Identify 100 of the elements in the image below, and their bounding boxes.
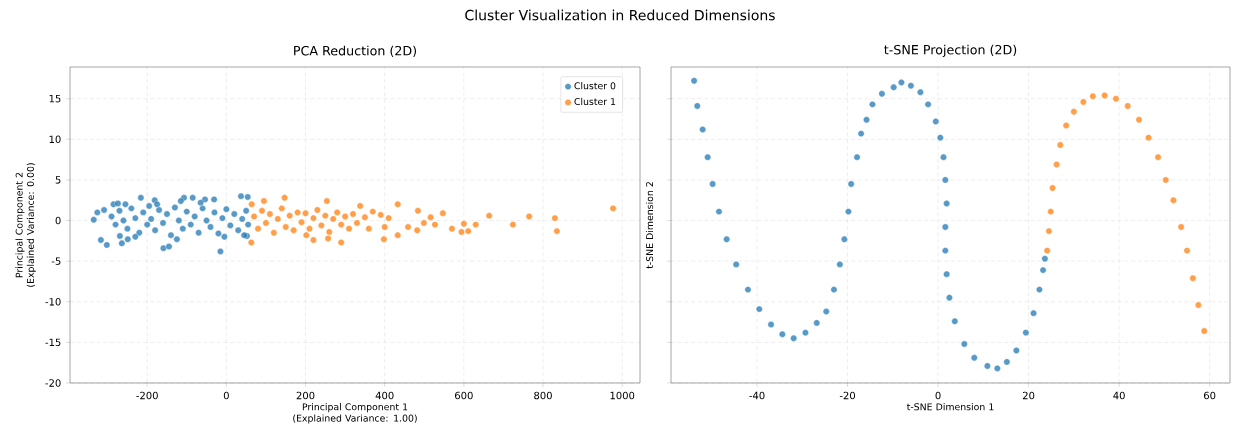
y-tick-label: -10 (45, 297, 61, 306)
point (847, 180, 855, 188)
x-tick-label: 60 (1203, 391, 1216, 400)
x-tick-label: 800 (534, 391, 552, 400)
point (840, 235, 848, 243)
point (941, 223, 949, 231)
point (1012, 347, 1020, 354)
point (945, 294, 953, 302)
x-tick-label: -20 (839, 391, 856, 400)
point (1045, 227, 1053, 235)
point (1112, 95, 1120, 103)
text: Cluster Visualization in Reduced Dimensions (465, 9, 775, 21)
x-tick-label: 0 (223, 391, 229, 400)
point (1036, 286, 1043, 293)
point (1003, 358, 1011, 366)
y-tick-label: -20 (45, 379, 61, 387)
point (690, 77, 698, 85)
point (993, 364, 1001, 372)
point (863, 116, 870, 124)
point (1056, 141, 1064, 149)
x-tick-label: 40 (1113, 391, 1125, 400)
y-tick-label: -15 (45, 338, 61, 347)
point (984, 362, 991, 370)
point (941, 247, 949, 254)
y-axis-title: Principal Component 2 (Explained Variance: 0.00) (15, 163, 36, 287)
point (813, 319, 821, 327)
point (704, 153, 712, 161)
point (943, 200, 951, 207)
point (1162, 176, 1170, 184)
point (1047, 208, 1055, 215)
point (755, 305, 763, 313)
point (924, 100, 932, 108)
y-tick-label: 15 (49, 94, 61, 103)
point (1062, 122, 1070, 129)
x-axis-title: Principal Component 1 (Explained Variance: 1.00) (293, 403, 417, 424)
legend-label: Cluster 1 (574, 97, 616, 106)
point (1049, 184, 1056, 192)
y-tick-label: 10 (49, 135, 61, 144)
y-tick-label: 0 (55, 216, 61, 225)
x-tick-label: 400 (375, 391, 394, 400)
point (970, 354, 978, 362)
y-axis-title: t-SNE Dimension 2 (645, 182, 654, 269)
point (1183, 247, 1191, 254)
point (1070, 108, 1078, 116)
x-tick-label: 600 (455, 391, 473, 400)
point (857, 130, 865, 138)
point (853, 153, 861, 161)
point (732, 261, 740, 268)
point (836, 261, 844, 268)
point (845, 208, 852, 215)
point (723, 235, 731, 243)
legend-label: Cluster 0 (574, 82, 616, 90)
point (1030, 309, 1037, 317)
point (1189, 274, 1197, 282)
x-tick-label: -200 (136, 391, 158, 400)
point (693, 102, 701, 110)
point (940, 153, 947, 161)
point (709, 180, 717, 188)
point (907, 82, 915, 90)
y-tick-label: 5 (55, 176, 61, 184)
point (1145, 134, 1152, 142)
point (790, 334, 798, 342)
x-tick-label: -40 (749, 391, 765, 400)
x-tick-label: 20 (1022, 391, 1035, 400)
point (951, 317, 959, 325)
x-axis-title: t-SNE Dimension 1 (906, 403, 994, 411)
point (1089, 92, 1097, 100)
point (1154, 153, 1162, 161)
chart-title: t-SNE Projection (2D) (884, 44, 1017, 57)
x-tick-label: 200 (296, 391, 315, 400)
point (1041, 255, 1049, 263)
point (890, 83, 898, 91)
point (1200, 327, 1208, 335)
point (699, 126, 707, 133)
point (1124, 102, 1132, 110)
point (943, 270, 951, 278)
point (1043, 247, 1051, 254)
point (1053, 161, 1061, 168)
chart-title: PCA Reduction (2D) (294, 45, 417, 57)
point (778, 330, 786, 338)
point (767, 321, 775, 328)
point (1101, 92, 1109, 99)
y-tick-label: -5 (51, 257, 61, 265)
point (941, 176, 949, 184)
point (1135, 116, 1143, 124)
point (802, 329, 809, 337)
point (869, 100, 876, 108)
point (744, 286, 752, 293)
point (936, 134, 944, 142)
point (1170, 196, 1177, 204)
point (917, 88, 924, 96)
point (878, 90, 886, 98)
point (932, 118, 940, 125)
x-tick-label: 0 (935, 391, 941, 400)
point (1039, 266, 1047, 274)
point (830, 286, 838, 293)
x-tick-label: 1000 (610, 391, 635, 400)
point (1079, 98, 1087, 106)
point (898, 79, 905, 86)
point (1177, 223, 1185, 231)
